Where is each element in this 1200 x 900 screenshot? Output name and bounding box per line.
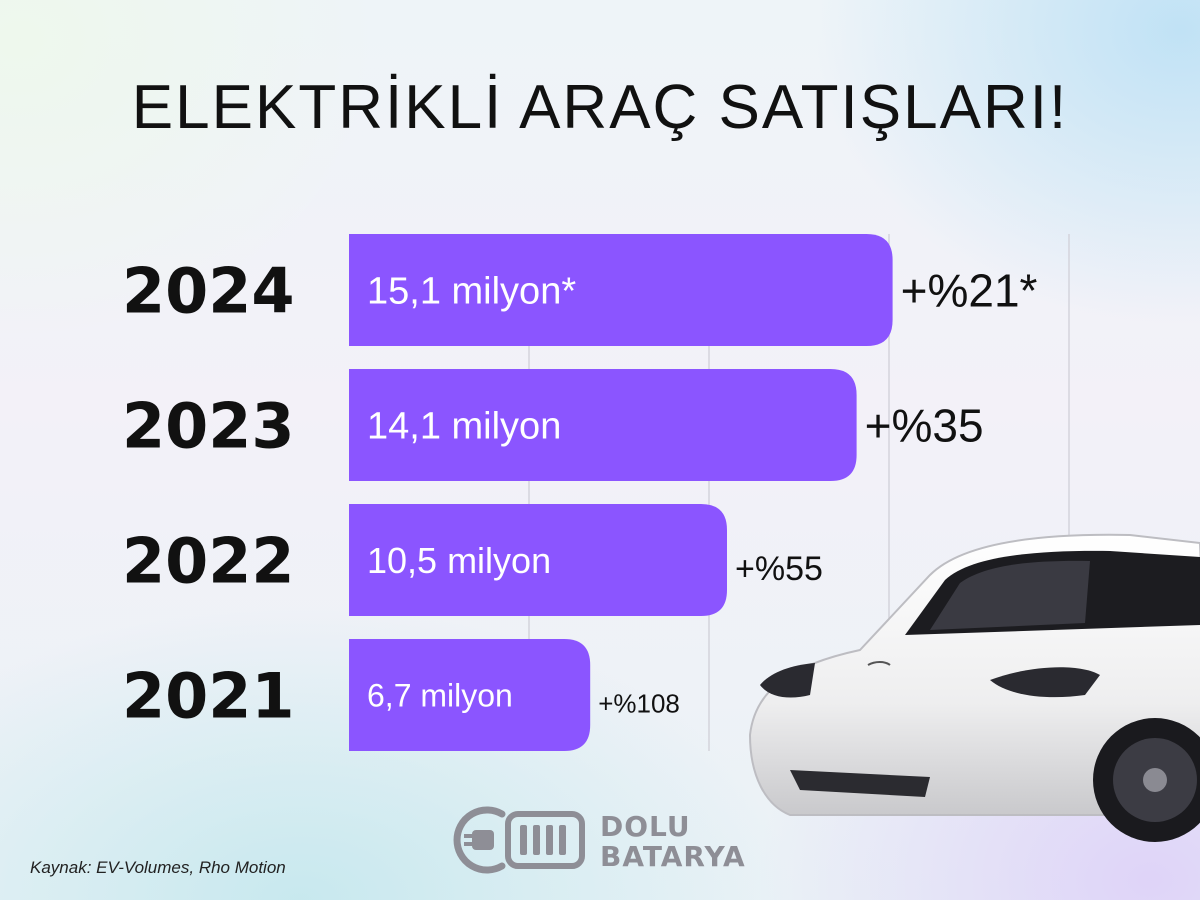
bar-value-label: 14,1 milyon xyxy=(367,406,561,448)
brand-line-2: BATARYA xyxy=(600,840,746,873)
growth-label: +%35 xyxy=(865,400,984,452)
brand-line-1: DOLU xyxy=(600,810,691,843)
year-label: 2021 xyxy=(122,659,295,732)
year-label: 2022 xyxy=(122,524,295,597)
bar-value-label: 10,5 milyon xyxy=(367,540,551,581)
source-note: Kaynak: EV-Volumes, Rho Motion xyxy=(30,858,286,877)
growth-label: +%108 xyxy=(598,688,680,718)
bar xyxy=(349,639,591,751)
bar xyxy=(349,504,727,616)
car-illustration xyxy=(748,533,1200,842)
brand-name: DOLU BATARYA xyxy=(600,812,746,872)
year-label: 2023 xyxy=(122,389,295,462)
bar-value-label: 6,7 milyon xyxy=(367,678,513,714)
plug-battery-icon xyxy=(453,806,585,874)
year-label: 2024 xyxy=(122,254,295,327)
growth-label: +%21* xyxy=(901,265,1038,317)
brand-logo: DOLU BATARYA xyxy=(450,800,770,880)
growth-label: +%55 xyxy=(735,550,823,588)
bar xyxy=(349,234,893,346)
bar-value-label: 15,1 milyon* xyxy=(367,271,576,313)
page-title: ELEKTRİKLİ ARAÇ SATIŞLARI! xyxy=(131,73,1069,142)
bar xyxy=(349,369,857,481)
